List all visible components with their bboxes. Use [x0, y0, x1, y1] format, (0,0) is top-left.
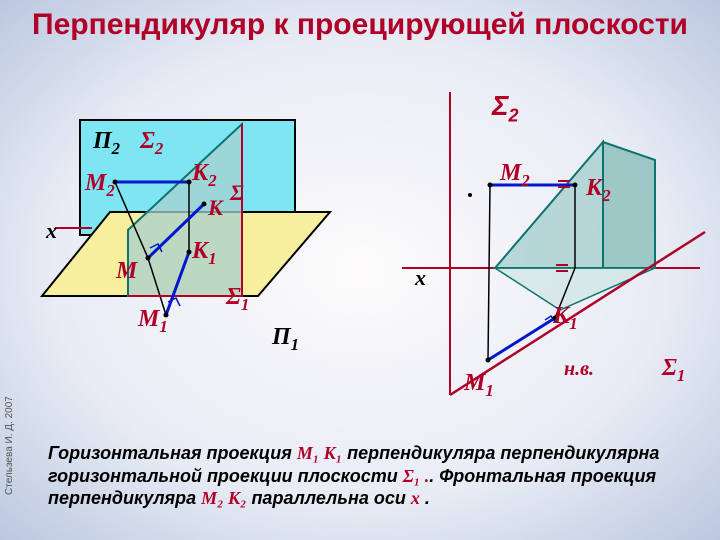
label-left-K: К	[208, 195, 223, 221]
label-left-M: М	[116, 258, 137, 285]
label-right-x: х	[415, 265, 426, 291]
label-left-S1: Σ1	[226, 284, 249, 315]
label-left-S: Σ	[230, 180, 244, 206]
caption-text: Горизонтальная проекция М₁ К₁ перпендику…	[48, 442, 688, 510]
label-left-P1: П1	[272, 324, 299, 355]
label-left-M1: М1	[138, 306, 168, 337]
label-left-x: х	[46, 218, 57, 244]
label-left-K2: К2	[192, 160, 217, 191]
label-right-M1: М1	[464, 370, 494, 401]
label-left-S2: Σ2	[140, 128, 163, 159]
right-diagram	[0, 0, 720, 420]
label-right-K2: К2	[586, 175, 611, 206]
label-right-nv: н.в.	[564, 358, 594, 381]
author-credit: Стельзева И. Д. 2007	[4, 396, 15, 495]
label-left-K1: К1	[192, 238, 217, 269]
label-left-P2: П2	[93, 128, 120, 159]
label-left-M2: М2	[85, 170, 115, 201]
label-right-K1: К1	[553, 303, 578, 334]
label-right-S1: Σ1	[662, 355, 685, 386]
label-right-M2: М2	[500, 160, 530, 191]
